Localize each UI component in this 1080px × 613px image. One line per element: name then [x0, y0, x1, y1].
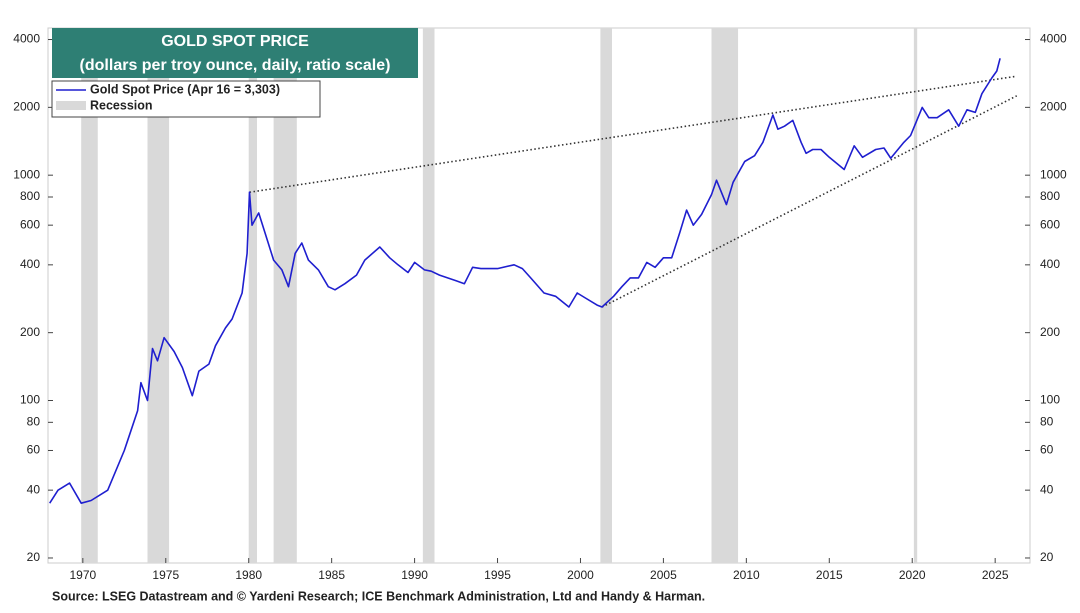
- chart-title: GOLD SPOT PRICE: [161, 33, 309, 50]
- x-tick-label: 1985: [318, 568, 345, 582]
- x-tick-label: 1980: [235, 568, 262, 582]
- plot-frame: [47, 27, 1031, 564]
- y-tick-label: 2000: [13, 100, 40, 114]
- x-tick-label: 1995: [484, 568, 511, 582]
- y-tick-label: 800: [20, 189, 40, 203]
- legend-swatch: [56, 101, 86, 110]
- x-tick-label: 2000: [567, 568, 594, 582]
- y-tick-label: 4000: [13, 32, 40, 46]
- chart-subtitle: (dollars per troy ounce, daily, ratio sc…: [80, 57, 391, 74]
- y-tick-label: 200: [20, 325, 40, 339]
- legend-box: [51, 80, 321, 118]
- recession-band: [248, 28, 258, 563]
- x-tick-label: 1970: [69, 568, 96, 582]
- y2-tick-label: 60: [1040, 443, 1054, 457]
- y2-tick-label: 800: [1040, 189, 1060, 203]
- recession-band: [147, 28, 170, 563]
- recession-band: [81, 28, 98, 563]
- recession-band: [711, 28, 739, 563]
- x-tick-label: 1975: [152, 568, 179, 582]
- recession-band: [600, 28, 612, 563]
- recession-band: [273, 28, 297, 563]
- y2-tick-label: 80: [1040, 414, 1054, 428]
- y2-tick-label: 20: [1040, 550, 1054, 564]
- y-tick-label: 80: [27, 414, 41, 428]
- y2-tick-label: 100: [1040, 393, 1060, 407]
- x-tick-label: 2025: [982, 568, 1009, 582]
- y2-tick-label: 4000: [1040, 32, 1067, 46]
- price-line: [49, 58, 1001, 504]
- x-tick-label: 2005: [650, 568, 677, 582]
- x-tick-label: 2020: [899, 568, 926, 582]
- y2-tick-label: 2000: [1040, 100, 1067, 114]
- y-tick-label: 600: [20, 217, 40, 231]
- source-note: Source: LSEG Datastream and © Yardeni Re…: [52, 589, 705, 603]
- title-box: [52, 28, 418, 78]
- y-tick-label: 1000: [13, 167, 40, 181]
- recession-band: [913, 28, 918, 563]
- trend-line: [601, 95, 1018, 308]
- y-tick-label: 100: [20, 393, 40, 407]
- y2-tick-label: 1000: [1040, 167, 1067, 181]
- x-tick-label: 2015: [816, 568, 843, 582]
- y-tick-label: 400: [20, 257, 40, 271]
- x-tick-label: 1990: [401, 568, 428, 582]
- legend-label: Gold Spot Price (Apr 16 = 3,303): [90, 82, 280, 96]
- y-tick-label: 20: [27, 550, 41, 564]
- y-tick-label: 40: [27, 482, 41, 496]
- legend-label: Recession: [90, 98, 153, 112]
- y-tick-label: 60: [27, 443, 41, 457]
- trend-line: [249, 75, 1017, 194]
- y2-tick-label: 200: [1040, 325, 1060, 339]
- y2-tick-label: 600: [1040, 217, 1060, 231]
- recession-band: [422, 28, 435, 563]
- x-tick-label: 2010: [733, 568, 760, 582]
- y2-tick-label: 40: [1040, 482, 1054, 496]
- y2-tick-label: 400: [1040, 257, 1060, 271]
